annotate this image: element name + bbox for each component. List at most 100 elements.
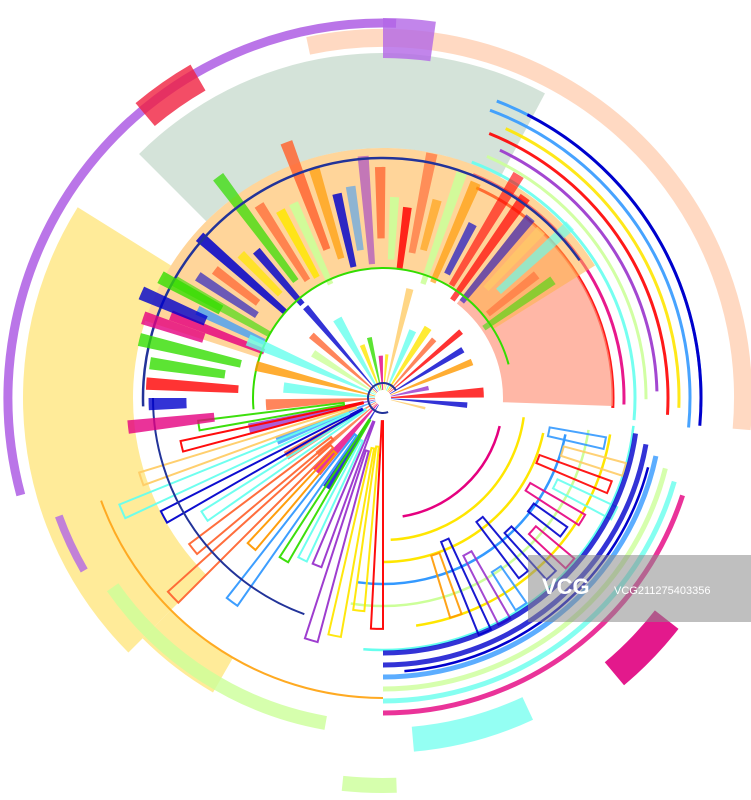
arc-shape (311, 350, 377, 394)
arc-shape (135, 64, 206, 127)
decoration (3, 18, 751, 794)
arc-shape (526, 113, 703, 426)
arc-shape (139, 52, 545, 222)
arc-shape (254, 361, 376, 397)
arc-shape (213, 173, 299, 284)
arc-shape (332, 192, 357, 268)
arc-shape (390, 358, 474, 396)
arc-shape (383, 18, 436, 62)
arc-shape (483, 226, 545, 292)
arc-shape (211, 266, 261, 306)
arc-shape (526, 502, 569, 538)
arc-shape (387, 196, 400, 260)
arc-shape (265, 398, 376, 411)
arc-shape (275, 400, 376, 445)
arc-shape (254, 202, 311, 283)
arc-shape (396, 206, 412, 269)
arc-shape (430, 180, 481, 284)
arc-shape (367, 382, 397, 414)
arc-shape (369, 420, 384, 630)
arc-shape (384, 288, 414, 391)
arc-shape (141, 156, 581, 407)
arc-shape (385, 329, 417, 391)
arc-shape (333, 316, 380, 392)
arc-shape (390, 398, 468, 408)
arc-shape (137, 333, 242, 368)
arc-shape (100, 500, 384, 699)
arc-shape (237, 251, 283, 297)
watermark-id: VCG211275403356 (614, 585, 710, 597)
arc-shape (524, 481, 587, 527)
arc-shape (252, 247, 305, 307)
arc-shape (390, 399, 426, 410)
arc-shape (485, 271, 540, 317)
arc-shape (55, 514, 88, 573)
arc-shape (138, 286, 208, 326)
arc-shape (429, 551, 463, 619)
arc-shape (141, 311, 206, 343)
arc-shape (195, 306, 266, 345)
arc-shape (159, 407, 364, 525)
arc-shape (420, 198, 442, 252)
arc-shape (499, 148, 659, 392)
arc-shape (341, 775, 397, 794)
arc-shape (535, 453, 614, 495)
arc-shape (118, 410, 350, 520)
arc-shape (289, 201, 334, 286)
arc-shape (382, 494, 685, 716)
watermark-logo: VCG (542, 574, 590, 599)
arc-shape (169, 310, 266, 355)
arc-shape (486, 155, 648, 400)
arc-shape (408, 152, 438, 254)
arc-shape (152, 397, 305, 616)
arc-shape (245, 334, 376, 396)
arc-shape (252, 267, 510, 410)
arc-shape (402, 425, 501, 518)
arc-shape (382, 480, 677, 704)
arc-shape (390, 417, 525, 542)
arc-shape (195, 272, 259, 319)
arc-shape (389, 347, 465, 395)
arc-shape (246, 449, 338, 552)
arc-shape (551, 478, 619, 521)
arc-shape (482, 276, 556, 331)
watermark-band (528, 555, 751, 622)
arc-shape (383, 354, 389, 391)
arc-shape (382, 467, 668, 692)
arc-shape (388, 337, 437, 393)
arc-shape (106, 583, 327, 730)
arc-shape (145, 377, 239, 393)
arc-shape (276, 208, 320, 279)
arc-shape (490, 564, 528, 612)
watermark: VCG VCG211275403356 (528, 555, 751, 622)
arc-shape (411, 697, 534, 752)
arc-shape (444, 222, 477, 276)
arc-shape (604, 610, 679, 686)
arc-shape (149, 357, 226, 379)
arc-shape (311, 420, 376, 569)
arc-shape (280, 140, 331, 251)
arc-shape (383, 432, 545, 564)
arc-shape (187, 435, 335, 556)
arc-shape (448, 171, 524, 287)
arc-shape (388, 329, 463, 393)
arc-shape (313, 403, 378, 476)
arc-shape (496, 221, 574, 295)
arc-shape (166, 443, 335, 605)
arc-shape (197, 401, 346, 432)
arc-shape (127, 412, 215, 434)
arc-shape (450, 193, 530, 302)
arc-shape (359, 344, 381, 391)
arc-shape (420, 171, 467, 285)
arc-shape (308, 166, 345, 260)
arc-shape (148, 398, 187, 411)
arc-shape (283, 382, 376, 398)
arc-shape (357, 434, 567, 586)
arc-shape (387, 325, 432, 392)
arc-shape (374, 166, 386, 239)
arc-shape (157, 271, 224, 315)
arc-shape (505, 127, 681, 408)
arc-shape (195, 232, 288, 315)
arc-shape (296, 438, 365, 563)
